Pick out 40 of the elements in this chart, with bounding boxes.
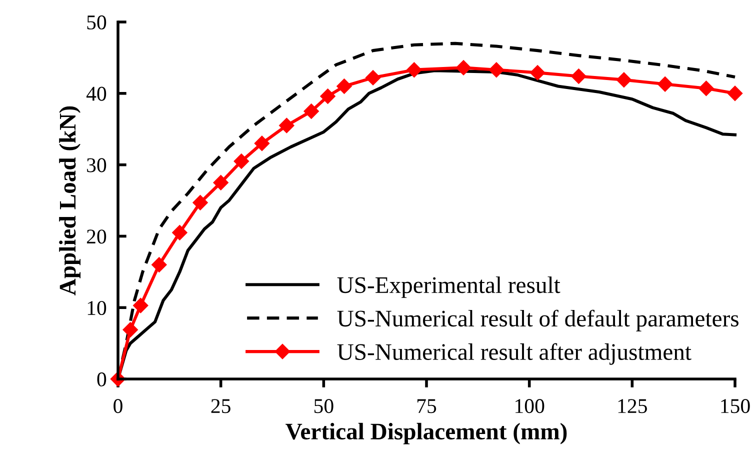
legend-label: US-Numerical result of default parameters	[337, 310, 738, 332]
point	[192, 195, 208, 210]
point	[698, 80, 714, 96]
point	[213, 175, 228, 190]
point	[234, 154, 249, 169]
point	[172, 225, 188, 240]
x-tick-label: 50	[314, 399, 334, 414]
point	[456, 60, 472, 76]
point	[304, 104, 319, 119]
point	[365, 70, 381, 86]
point	[133, 298, 148, 314]
y-tick-label: 30	[87, 158, 106, 172]
x-tick-label: 150	[721, 399, 750, 414]
point	[571, 68, 586, 84]
y-tick-label: 40	[86, 86, 106, 101]
x-tick-label: 125	[618, 399, 647, 414]
x-tick-label: 75	[417, 399, 436, 414]
legend-label: US-Numerical result after adjustment	[337, 343, 692, 365]
point	[254, 136, 270, 151]
point	[122, 322, 138, 338]
point	[336, 78, 352, 94]
point	[320, 88, 336, 104]
point	[616, 72, 632, 88]
point	[727, 86, 743, 101]
y-tick-label: 50	[87, 15, 106, 30]
y-axis-title: Applied Load (kN)	[59, 106, 80, 296]
point	[406, 62, 422, 78]
x-axis-title: Vertical Displacement (mm)	[286, 422, 567, 444]
y-tick-label: 0	[97, 372, 106, 386]
y-tick-label: 20	[86, 230, 106, 244]
x-tick-label: 0	[114, 399, 122, 414]
x-tick-label: 100	[516, 399, 544, 414]
point	[279, 118, 294, 134]
y-tick-label: 10	[88, 300, 106, 316]
point	[658, 76, 673, 92]
x-tick-label: 25	[211, 399, 230, 414]
point	[530, 65, 546, 80]
legend-label: US-Experimental result	[337, 276, 560, 298]
point	[152, 257, 167, 272]
point	[488, 62, 504, 78]
